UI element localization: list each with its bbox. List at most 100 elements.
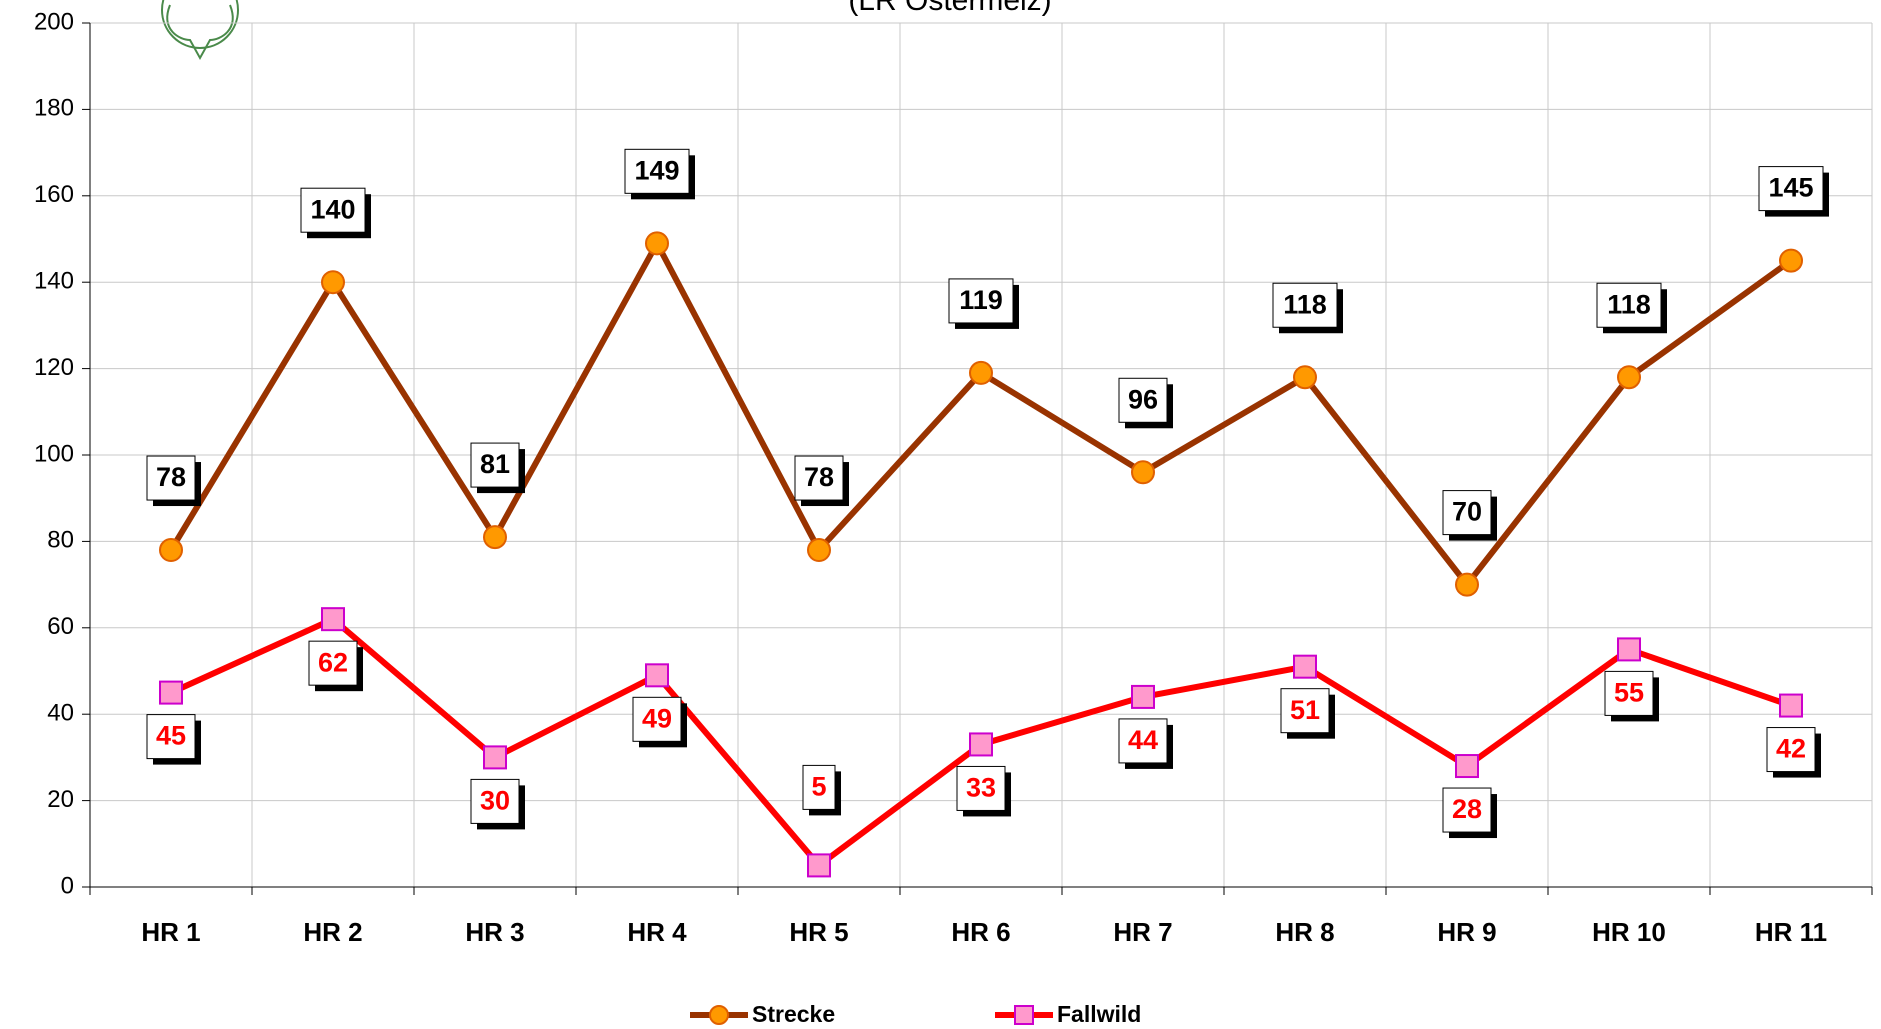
label-box [470, 778, 520, 824]
data-label: 28 [1442, 787, 1497, 839]
data-label-text: 49 [642, 703, 672, 733]
data-label: 62 [308, 640, 363, 692]
marker [969, 732, 993, 757]
label-box [308, 640, 358, 686]
y-tick-label: 120 [34, 354, 74, 381]
y-tick-label: 80 [47, 527, 74, 554]
legend-label: Strecke [752, 1001, 835, 1027]
y-tick-label: 180 [34, 95, 74, 122]
data-label: 5 [802, 764, 841, 816]
label-box [794, 455, 844, 501]
data-label-text: 45 [156, 721, 186, 751]
data-label-text: 78 [804, 462, 834, 492]
marker [321, 270, 345, 295]
data-label: 30 [470, 778, 525, 830]
marker [1455, 754, 1479, 779]
label-box [624, 148, 690, 194]
label-box [632, 696, 682, 742]
data-label: 45 [146, 714, 201, 765]
x-tick-label: HR 7 [1113, 917, 1172, 947]
data-label-text: 51 [1290, 695, 1320, 725]
data-label: 51 [1280, 688, 1335, 739]
x-tick-label: HR 2 [303, 917, 362, 947]
x-tick-label: HR 4 [627, 917, 687, 947]
marker [1455, 572, 1479, 597]
data-label: 78 [146, 455, 201, 507]
data-label: 145 [1758, 166, 1829, 217]
data-label-text: 33 [966, 773, 996, 803]
label-box [1118, 718, 1168, 764]
y-tick-label: 20 [47, 786, 74, 813]
data-label: 119 [948, 278, 1019, 329]
marker [1779, 693, 1803, 718]
x-tick-label: HR 11 [1755, 917, 1827, 947]
x-tick-label: HR 5 [789, 917, 848, 947]
data-label-text: 62 [318, 647, 348, 677]
data-label: 49 [632, 696, 687, 748]
label-box [1596, 282, 1662, 328]
data-label-text: 78 [156, 462, 186, 492]
data-label-text: 149 [634, 155, 679, 185]
label-box [1280, 688, 1330, 734]
marker [1131, 460, 1155, 485]
label-box [470, 442, 520, 488]
data-label-text: 140 [310, 194, 355, 224]
y-tick-label: 40 [47, 700, 74, 727]
data-label: 81 [470, 442, 525, 494]
label-box [1272, 282, 1338, 328]
x-tick-label: HR 6 [951, 917, 1010, 947]
data-label-text: 5 [811, 772, 826, 802]
chart-title: (LR Ostermelz) [848, 0, 1051, 17]
data-label-text: 118 [1283, 289, 1327, 319]
data-label-text: 55 [1614, 678, 1644, 708]
label-box [956, 765, 1006, 811]
data-label: 149 [624, 148, 695, 200]
marker [483, 525, 507, 550]
marker [1779, 248, 1803, 273]
y-tick-label: 160 [34, 181, 74, 208]
marker [645, 231, 669, 256]
data-label-text: 96 [1128, 384, 1158, 414]
x-tick-label: HR 1 [141, 917, 200, 947]
data-label-text: 44 [1128, 725, 1158, 755]
y-tick-label: 200 [34, 8, 74, 35]
data-label: 96 [1118, 377, 1173, 429]
marker [807, 538, 831, 563]
data-label: 140 [300, 187, 371, 239]
label-box [1442, 787, 1492, 833]
label-box [1442, 490, 1492, 536]
label-box [300, 187, 366, 233]
label-box [1118, 377, 1168, 423]
marker [1617, 637, 1641, 662]
label-box [1604, 670, 1654, 716]
marker [1293, 365, 1317, 390]
label-box [948, 278, 1014, 324]
label-box [146, 714, 196, 760]
marker [483, 745, 507, 770]
marker [807, 853, 831, 878]
x-tick-label: HR 3 [465, 917, 524, 947]
label-box [802, 764, 836, 810]
x-tick-label: HR 8 [1275, 917, 1334, 947]
x-tick-label: HR 10 [1592, 917, 1666, 947]
data-label: 118 [1596, 282, 1667, 334]
marker [159, 538, 183, 563]
y-tick-label: 140 [34, 268, 74, 295]
data-label: 42 [1766, 727, 1821, 778]
label-box [146, 455, 196, 501]
legend-label: Fallwild [1057, 1001, 1141, 1027]
y-tick-label: 60 [47, 613, 74, 640]
data-label-text: 118 [1607, 289, 1651, 319]
label-box [1766, 727, 1816, 773]
y-tick-label: 0 [61, 872, 74, 899]
x-tick-label: HR 9 [1437, 917, 1496, 947]
label-box [1758, 166, 1824, 212]
marker [159, 680, 183, 705]
marker [1131, 684, 1155, 709]
data-label-text: 42 [1776, 734, 1806, 764]
marker [969, 360, 993, 385]
data-label: 44 [1118, 718, 1173, 769]
data-label-text: 119 [959, 285, 1003, 315]
data-label: 33 [956, 765, 1011, 817]
